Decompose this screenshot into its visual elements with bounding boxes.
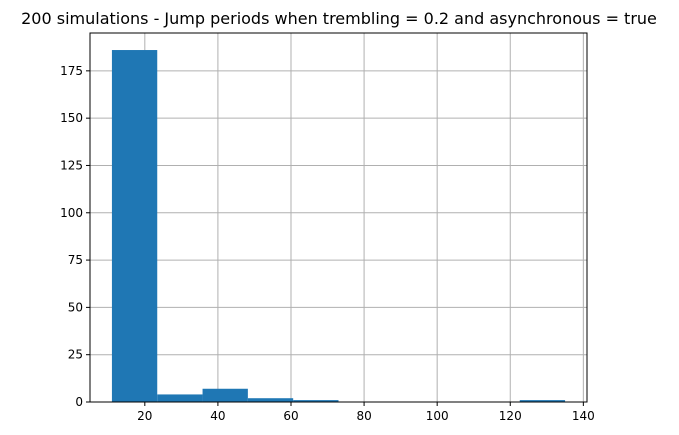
grid-layer [90,33,587,403]
x-tick-label: 140 [572,409,595,423]
y-tick-label: 125 [60,158,83,172]
histogram-bar [247,398,294,402]
bars-layer [111,50,566,403]
histogram-bar [202,388,248,402]
x-tick-label: 40 [210,409,225,423]
x-tick-label: 60 [283,409,298,423]
histogram-bar [157,394,203,402]
y-tick-label: 50 [68,300,83,314]
y-tick-label: 175 [60,64,83,78]
histogram-bar [111,50,158,403]
chart-title: 200 simulations - Jump periods when trem… [21,9,657,28]
y-tick-label: 25 [68,348,83,362]
x-tick-label: 120 [499,409,522,423]
histogram-bar [293,400,339,402]
ticks-layer: 20 40 60 80 100 120 140 0 25 50 75 100 125 150 175 [60,64,595,423]
y-tick-label: 150 [60,111,83,125]
y-tick-label: 75 [68,253,83,267]
x-tick-label: 100 [426,409,449,423]
x-tick-label: 20 [137,409,152,423]
axes-frame [89,32,588,403]
y-tick-label: 100 [60,206,83,220]
histogram-bar [519,400,566,402]
x-tick-label: 80 [356,409,371,423]
y-tick-label: 0 [75,395,83,409]
